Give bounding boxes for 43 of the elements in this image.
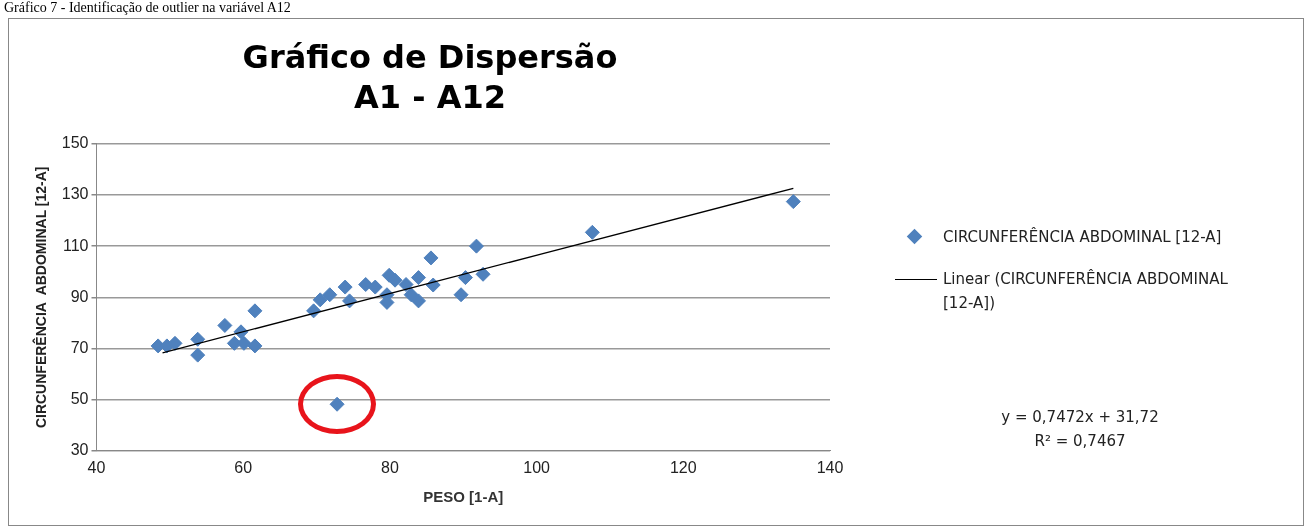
point bbox=[423, 250, 439, 266]
y-axis-title: CIRCUNFERÊNCIA ABDOMINAL [12-A] bbox=[32, 166, 50, 429]
point bbox=[457, 270, 473, 286]
y-tick-label: 150 bbox=[61, 134, 89, 152]
x-tick-label: 100 bbox=[523, 458, 551, 476]
point bbox=[190, 331, 206, 347]
x-tick-label: 60 bbox=[234, 458, 253, 476]
x-tick-label: 80 bbox=[381, 458, 399, 476]
x-tick-label: 140 bbox=[816, 458, 844, 476]
legend-label: Linear (CIRCUNFERÊNCIA ABDOMINAL [12-A]) bbox=[943, 270, 1228, 312]
point bbox=[403, 287, 419, 303]
point bbox=[322, 287, 338, 303]
chart-subtitle: A1 - A12 bbox=[354, 77, 506, 116]
point bbox=[785, 194, 801, 210]
y-tick-label: 70 bbox=[70, 338, 89, 356]
text: Gráfico 7 - Identificação de outlier na variável A12 bbox=[4, 0, 291, 16]
point bbox=[398, 277, 414, 293]
point bbox=[411, 270, 426, 286]
point bbox=[329, 396, 345, 412]
y-tick-label: 110 bbox=[62, 236, 89, 254]
point bbox=[337, 279, 353, 295]
x-tick-label: 120 bbox=[669, 458, 697, 476]
point bbox=[190, 347, 206, 363]
y-tick-label: 50 bbox=[70, 390, 89, 408]
x-axis-title: PESO [1-A] bbox=[423, 488, 504, 506]
point bbox=[411, 293, 426, 309]
point bbox=[584, 224, 600, 240]
x-tick-label: 40 bbox=[87, 458, 106, 476]
y-tick-label: 130 bbox=[61, 185, 89, 203]
point bbox=[387, 272, 403, 288]
point bbox=[453, 287, 469, 303]
point bbox=[217, 317, 233, 333]
point bbox=[247, 303, 263, 319]
chart-title: Gráfico de Dispersão bbox=[242, 37, 618, 76]
point bbox=[312, 292, 328, 308]
y-tick-label: 90 bbox=[70, 287, 89, 305]
point bbox=[247, 338, 263, 354]
point bbox=[468, 238, 484, 254]
point bbox=[367, 279, 383, 295]
text: y = 0,7472x + 31,72 R² = 0,7467 bbox=[1000, 407, 1160, 452]
y-tick-label: 30 bbox=[70, 441, 89, 459]
point bbox=[475, 266, 491, 282]
legend-label: CIRCUNFERÊNCIA ABDOMINAL [12-A] bbox=[943, 228, 1222, 246]
